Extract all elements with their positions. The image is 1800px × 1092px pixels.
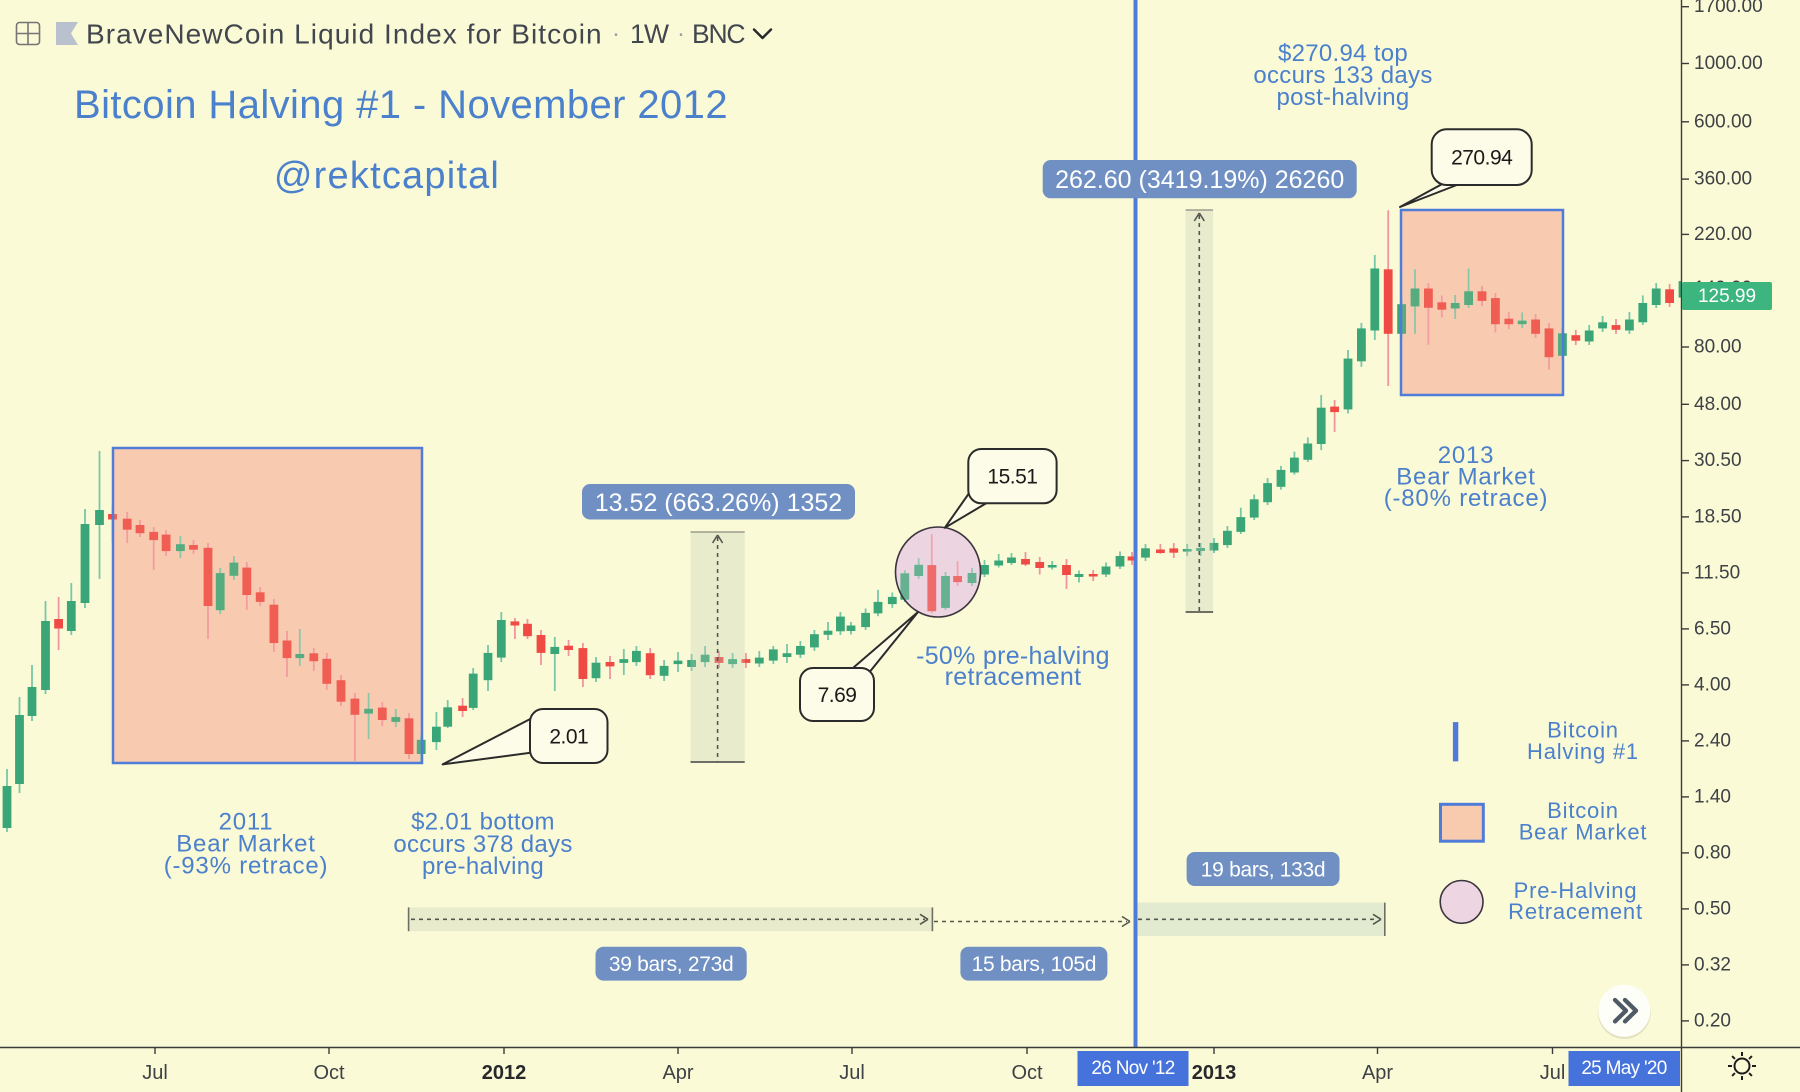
svg-text:30.50: 30.50 — [1694, 450, 1742, 471]
svg-text:2.40: 2.40 — [1694, 730, 1731, 751]
svg-text:18.50: 18.50 — [1694, 506, 1742, 527]
svg-text:4.00: 4.00 — [1694, 674, 1731, 695]
svg-text:Bitcoin: Bitcoin — [1547, 798, 1619, 823]
svg-text:26 Nov '12: 26 Nov '12 — [1091, 1058, 1174, 1079]
svg-text:220.00: 220.00 — [1694, 224, 1752, 245]
svg-text:Bear Market: Bear Market — [1519, 820, 1648, 845]
svg-text:Jul: Jul — [142, 1062, 168, 1084]
svg-text:Bitcoin: Bitcoin — [1547, 718, 1619, 743]
svg-text:0.80: 0.80 — [1694, 842, 1731, 863]
svg-text:retracement: retracement — [945, 663, 1082, 691]
svg-text:Oct: Oct — [1011, 1062, 1043, 1084]
svg-text:80.00: 80.00 — [1694, 337, 1742, 358]
svg-text:1.40: 1.40 — [1694, 786, 1731, 807]
svg-text:1700.00: 1700.00 — [1694, 0, 1763, 17]
svg-text:2011: 2011 — [219, 809, 274, 836]
svg-text:Apr: Apr — [662, 1062, 693, 1084]
svg-text:25 May '20: 25 May '20 — [1581, 1058, 1666, 1079]
svg-text:BNC: BNC — [692, 19, 745, 49]
svg-text:1000.00: 1000.00 — [1694, 53, 1763, 74]
svg-text:Pre-Halving: Pre-Halving — [1514, 878, 1638, 903]
svg-text:Jul: Jul — [839, 1062, 865, 1084]
svg-text:$270.94 top: $270.94 top — [1278, 40, 1408, 67]
svg-text:270.94: 270.94 — [1451, 147, 1513, 170]
svg-text:occurs 133 days: occurs 133 days — [1253, 62, 1432, 89]
svg-text:19 bars, 133d: 19 bars, 133d — [1201, 859, 1326, 882]
svg-text:Bear Market: Bear Market — [176, 831, 316, 858]
svg-text:48.00: 48.00 — [1694, 394, 1742, 415]
svg-text:Halving #1: Halving #1 — [1527, 739, 1639, 764]
svg-text:occurs 378 days: occurs 378 days — [393, 831, 572, 858]
svg-text:Bear Market: Bear Market — [1396, 464, 1536, 491]
svg-text:1W: 1W — [630, 19, 669, 49]
svg-text:BraveNewCoin Liquid Index for: BraveNewCoin Liquid Index for Bitcoin — [86, 19, 603, 50]
svg-text:·: · — [677, 21, 685, 48]
svg-text:(-93% retrace): (-93% retrace) — [164, 853, 329, 880]
svg-text:0.50: 0.50 — [1694, 898, 1731, 919]
svg-text:Oct: Oct — [313, 1062, 345, 1084]
svg-text:0.32: 0.32 — [1694, 954, 1731, 975]
svg-text:600.00: 600.00 — [1694, 111, 1752, 132]
svg-text:Bitcoin Halving #1 - November: Bitcoin Halving #1 - November 2012 — [74, 83, 728, 127]
svg-text:0.20: 0.20 — [1694, 1010, 1731, 1031]
svg-text:360.00: 360.00 — [1694, 169, 1752, 190]
svg-text:13.52 (663.26%) 1352: 13.52 (663.26%) 1352 — [595, 489, 842, 517]
svg-text:Jul: Jul — [1540, 1062, 1566, 1084]
svg-text:15 bars, 105d: 15 bars, 105d — [972, 953, 1097, 976]
svg-text:2013: 2013 — [1192, 1062, 1237, 1084]
svg-text:(-80% retrace): (-80% retrace) — [1384, 485, 1549, 512]
svg-text:2013: 2013 — [1438, 442, 1495, 469]
svg-text:6.50: 6.50 — [1694, 618, 1731, 639]
svg-text:15.51: 15.51 — [987, 466, 1037, 489]
svg-text:7.69: 7.69 — [818, 684, 857, 707]
svg-text:·: · — [612, 21, 620, 48]
svg-text:2012: 2012 — [482, 1062, 527, 1084]
svg-text:post-halving: post-halving — [1276, 84, 1409, 111]
svg-text:Apr: Apr — [1362, 1062, 1393, 1084]
svg-text:11.50: 11.50 — [1694, 562, 1740, 583]
svg-text:2.01: 2.01 — [549, 726, 588, 749]
svg-text:$2.01 bottom: $2.01 bottom — [411, 809, 555, 836]
svg-text:262.60 (3419.19%) 26260: 262.60 (3419.19%) 26260 — [1055, 166, 1344, 194]
svg-text:39 bars, 273d: 39 bars, 273d — [609, 953, 734, 976]
svg-text:-50% pre-halving: -50% pre-halving — [916, 642, 1110, 670]
svg-text:pre-halving: pre-halving — [422, 853, 544, 880]
svg-text:Retracement: Retracement — [1508, 899, 1643, 924]
svg-text:@rektcapital: @rektcapital — [274, 155, 500, 197]
svg-text:125.99: 125.99 — [1698, 286, 1756, 307]
